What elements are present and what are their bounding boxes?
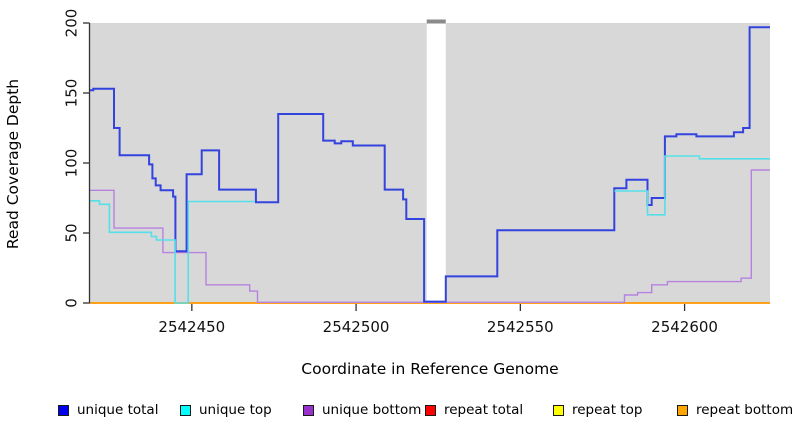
x-axis-label: Coordinate in Reference Genome (301, 360, 559, 378)
masked-region-cap (426, 19, 446, 24)
y-axis-label: Read Coverage Depth (4, 78, 22, 250)
legend-item-repeat-top: repeat top (553, 400, 642, 420)
x-tick-label: 2542450 (158, 318, 225, 336)
legend-swatch-unique-total (58, 404, 69, 416)
legend: unique total unique top unique bottom repea… (0, 400, 792, 424)
legend-label: repeat bottom (696, 402, 792, 418)
legend-label: repeat top (572, 402, 643, 418)
legend-swatch-unique-bottom (303, 404, 314, 416)
legend-item-unique-top: unique top (180, 400, 272, 420)
legend-swatch-repeat-top (553, 404, 564, 416)
x-tick-label: 2542550 (487, 318, 554, 336)
y-tick-label: 200 (63, 9, 81, 38)
masked-region (426, 23, 446, 304)
y-tick-label: 50 (63, 223, 81, 242)
series-unique-top (90, 200, 255, 304)
legend-label: unique bottom (322, 402, 422, 418)
x-tick-label: 2542500 (323, 318, 390, 336)
legend-item-unique-total: unique total (58, 400, 158, 420)
y-tick-label: 100 (63, 149, 81, 178)
legend-item-repeat-total: repeat total (425, 400, 523, 420)
legend-swatch-unique-top (180, 404, 191, 416)
y-tick-label: 150 (63, 79, 81, 108)
legend-swatch-repeat-bottom (677, 404, 688, 416)
legend-swatch-repeat-total (425, 404, 436, 416)
series-unique-top (614, 155, 770, 216)
y-tick-label: 0 (63, 298, 81, 308)
legend-label: unique total (77, 402, 159, 418)
legend-item-unique-bottom: unique bottom (303, 400, 421, 420)
legend-item-repeat-bottom: repeat bottom (677, 400, 792, 420)
legend-label: repeat total (444, 402, 524, 418)
x-tick-label: 2542600 (651, 318, 718, 336)
legend-label: unique top (199, 402, 272, 418)
series-unique-bottom (90, 169, 770, 303)
